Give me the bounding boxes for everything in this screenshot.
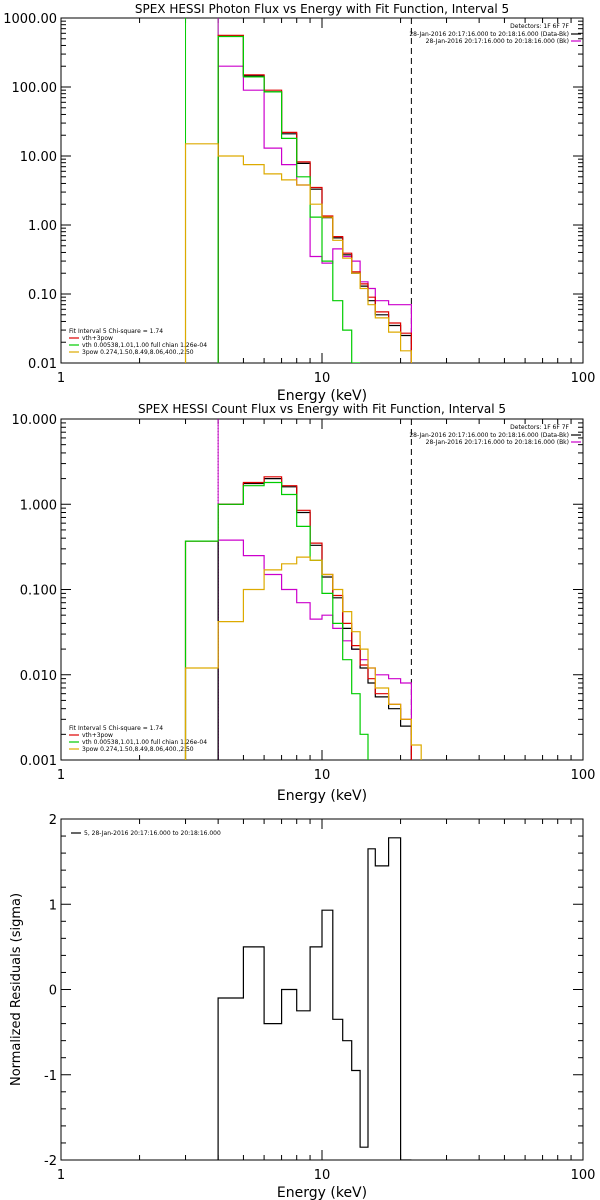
legend-entry-label: 28-Jan-2016 20:17:16.000 to 20:18:16.000… xyxy=(409,31,569,38)
plot-frame xyxy=(60,818,584,1161)
x-axis-label: Energy (keV) xyxy=(277,388,367,404)
x-tick-label: 1 xyxy=(57,1168,65,1183)
y-tick-label: 2 xyxy=(49,813,57,828)
y-tick-label: 1.000 xyxy=(20,498,57,513)
y-tick-label: -1 xyxy=(44,1069,57,1084)
x-axis-label: Energy (keV) xyxy=(277,788,367,804)
legend-entry-label: 5, 28-Jan-2016 20:17:16.000 to 20:18:16.… xyxy=(84,830,221,837)
series-group xyxy=(217,837,412,1160)
legend-entry-label: vth+3pow xyxy=(82,335,113,342)
x-axis-label: Energy (keV) xyxy=(277,1185,367,1200)
series-line xyxy=(184,556,422,760)
legend-entry-label: vth+3pow xyxy=(82,732,113,739)
x-tick-label: 10 xyxy=(314,768,331,783)
chart-1: SPEX HESSI Photon Flux vs Energy with Fi… xyxy=(3,2,595,404)
x-tick-label: 10 xyxy=(314,1168,331,1183)
series-line xyxy=(184,143,412,363)
legend-entry-label: 28-Jan-2016 20:17:16.000 to 20:18:16.000… xyxy=(409,432,569,439)
y-tick-label: -2 xyxy=(44,1154,57,1169)
legend-entry-label: 28-Jan-2016 20:17:16.000 to 20:18:16.000… xyxy=(426,439,569,446)
y-tick-label: 1000.00 xyxy=(3,12,57,27)
legend-header: Detectors: 1F 6F 7F xyxy=(510,23,569,30)
legend-entry-label: 3pow 0.274,1.50,8.49,8.06,400.,2.50 xyxy=(82,746,194,753)
series-group xyxy=(184,476,422,760)
legend-header: Fit Interval 5 Chi-square = 1.74 xyxy=(69,328,163,335)
chart-2: SPEX HESSI Count Flux vs Energy with Fit… xyxy=(12,402,596,804)
y-tick-label: 1 xyxy=(49,898,57,913)
series-line xyxy=(217,35,361,363)
legend-entry-label: 3pow 0.274,1.50,8.49,8.06,400.,2.50 xyxy=(82,349,194,356)
x-tick-label: 100 xyxy=(571,371,596,386)
series-line xyxy=(217,539,412,760)
series-group xyxy=(184,34,412,363)
series-line xyxy=(217,34,412,363)
x-tick-label: 100 xyxy=(571,768,596,783)
y-tick-label: 0 xyxy=(49,984,57,999)
y-tick-label: 0.10 xyxy=(28,288,57,303)
y-tick-label: 0.100 xyxy=(20,584,57,599)
series-line xyxy=(217,478,412,760)
y-tick-label: 10.000 xyxy=(12,413,58,428)
series-line xyxy=(184,481,369,760)
x-tick-label: 1 xyxy=(57,371,65,386)
y-axis-label: Normalized Residuals (sigma) xyxy=(9,893,24,1086)
legend-entry-label: 28-Jan-2016 20:17:16.000 to 20:18:16.000… xyxy=(426,38,569,45)
chart-title: SPEX HESSI Photon Flux vs Energy with Fi… xyxy=(135,2,509,16)
y-tick-label: 0.01 xyxy=(28,357,57,372)
series-line xyxy=(217,35,412,363)
legend-header: Fit Interval 5 Chi-square = 1.74 xyxy=(69,725,163,732)
y-tick-label: 10.00 xyxy=(20,150,57,165)
y-tick-label: 100.00 xyxy=(12,81,58,96)
series-line xyxy=(217,837,412,1160)
y-tick-label: 1.00 xyxy=(28,219,57,234)
y-tick-label: 0.001 xyxy=(20,754,57,769)
x-tick-label: 100 xyxy=(571,1168,596,1183)
legend-entry-label: vth 0.00538,1.01,1.00 full chian 1.26e-0… xyxy=(82,739,207,746)
chart-title: SPEX HESSI Count Flux vs Energy with Fit… xyxy=(138,402,506,416)
chart-3: 1 10 100 Energy (keV) -2 -1 0 1 2 Normalized Resi… xyxy=(9,813,595,1200)
legend-header: Detectors: 1F 6F 7F xyxy=(510,424,569,431)
y-tick-label: 0.010 xyxy=(20,669,57,684)
legend-entry-label: vth 0.00538,1.01,1.00 full chian 1.26e-0… xyxy=(82,342,207,349)
x-tick-label: 1 xyxy=(57,768,65,783)
series-line xyxy=(184,476,412,760)
x-tick-label: 10 xyxy=(314,371,331,386)
